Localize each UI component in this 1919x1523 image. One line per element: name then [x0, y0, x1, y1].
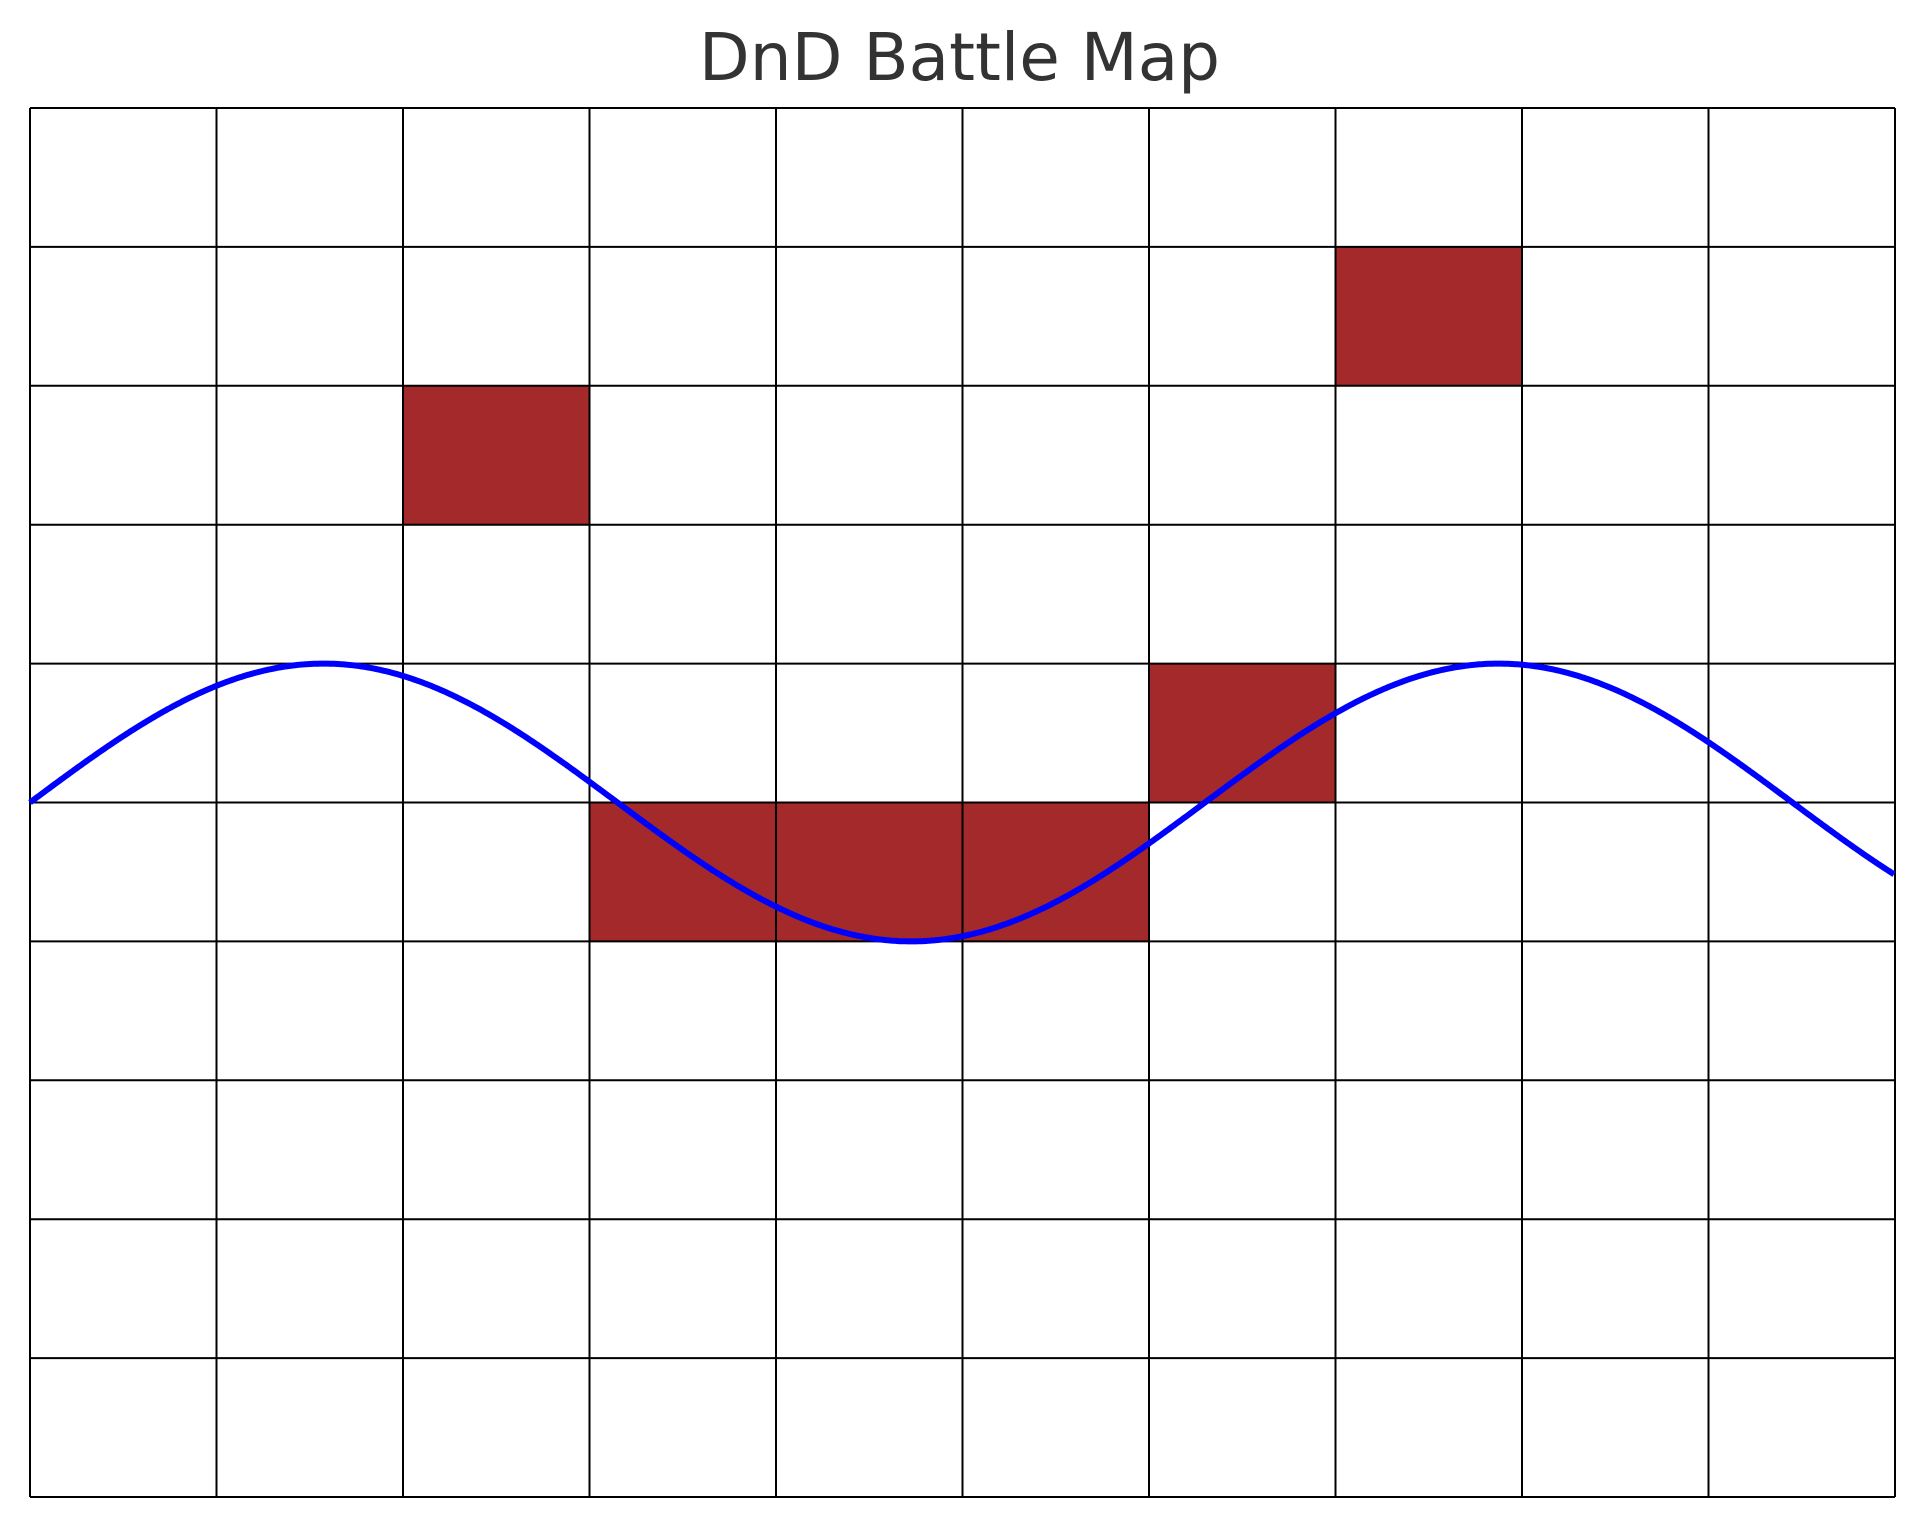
path-layer [28, 660, 1896, 945]
movement-path [28, 660, 1896, 945]
blocked-cell [1335, 246, 1522, 386]
blocked-cells-layer [403, 246, 1522, 942]
map-title: DnD Battle Map [698, 19, 1221, 96]
blocked-cell [403, 385, 590, 525]
grid-lines-layer [29, 107, 1896, 1498]
blocked-cell [962, 802, 1149, 942]
blocked-cell [589, 802, 776, 942]
